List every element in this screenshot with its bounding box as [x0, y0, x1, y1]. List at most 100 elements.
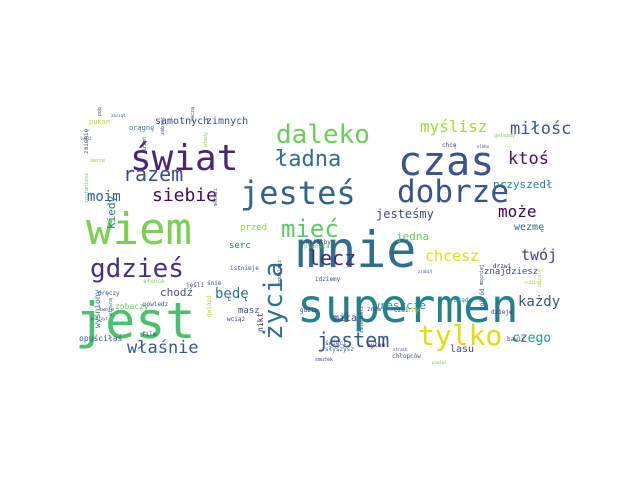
cloud-word: wiosną: [108, 297, 114, 316]
cloud-word: film: [142, 331, 157, 338]
cloud-word: jestem: [317, 328, 390, 352]
cloud-word: tylko: [418, 319, 503, 352]
cloud-word: zimnych: [206, 116, 249, 127]
cloud-word: oszalę: [537, 268, 543, 287]
cloud-word: zrobił: [418, 269, 433, 274]
cloud-word: twój: [521, 246, 558, 264]
cloud-word: chciałby: [302, 239, 331, 246]
cloud-word: przyszedł: [493, 178, 553, 191]
cloud-word: serce: [90, 158, 106, 164]
cloud-word: ktoś: [508, 149, 549, 169]
cloud-word: wreszcie: [373, 299, 426, 312]
cloud-word: samotnych: [155, 116, 210, 127]
cloud-word: świat: [130, 138, 239, 179]
cloud-word: idziemy: [315, 276, 341, 283]
cloud-word: gwiazd: [206, 295, 213, 317]
cloud-word: wiem: [86, 204, 192, 255]
cloud-word: zaczął: [111, 113, 126, 118]
cloud-word: chcesz: [425, 247, 480, 265]
cloud-word: będę: [215, 286, 249, 302]
cloud-word: mocniej: [479, 263, 485, 285]
cloud-word: dobrze: [397, 174, 509, 210]
cloud-word: więc: [407, 307, 422, 314]
cloud-word: miłości: [510, 119, 570, 139]
cloud-word: zmieniasz: [359, 305, 365, 333]
cloud-word: jest: [75, 292, 196, 350]
cloud-word: jesteś: [240, 174, 356, 212]
cloud-word: młodzi: [213, 187, 219, 206]
cloud-word: opuściłaś: [79, 334, 123, 343]
cloud-word: dzień: [142, 136, 148, 152]
cloud-word: twoje: [99, 307, 115, 313]
cloud-word: słońce: [143, 278, 165, 285]
cloud-word: orągnę: [129, 124, 155, 132]
cloud-word: jeśli: [186, 282, 205, 289]
cloud-word: pamięć: [432, 360, 447, 365]
cloud-word: razem: [123, 162, 184, 186]
cloud-word: pukan: [89, 118, 111, 126]
cloud-word: błąd: [454, 297, 469, 304]
cloud-word: czego: [512, 331, 552, 346]
cloud-word: zostaniesz: [84, 172, 90, 203]
cloud-word: planeta: [304, 243, 330, 250]
cloud-word: czas: [398, 139, 495, 185]
cloud-word: jesteśmy: [376, 207, 434, 221]
cloud-word: znajdziesz: [484, 267, 539, 277]
cloud-word: słyszysz: [325, 346, 354, 353]
cloud-word: podrzyt: [91, 316, 108, 321]
cloud-word: miła: [333, 313, 358, 324]
cloud-word: moim: [87, 189, 121, 205]
cloud-word: nikt: [256, 312, 265, 332]
cloud-word: oddalasz: [277, 259, 283, 284]
cloud-word: istnieje: [230, 265, 259, 272]
cloud-word: znów: [367, 306, 382, 313]
cloud-word: wezmę: [514, 222, 545, 233]
cloud-word: powiedz: [143, 301, 169, 308]
cloud-word: świeci: [325, 340, 347, 347]
cloud-word: lecz: [308, 246, 357, 270]
cloud-word: lasu: [450, 344, 475, 355]
cloud-word: śnie: [207, 280, 222, 287]
cloud-word: bawić: [507, 336, 526, 343]
cloud-word: gwiazdy: [494, 133, 516, 139]
cloud-word: smutek: [315, 357, 334, 363]
cloud-word: zobaczy: [115, 302, 149, 311]
cloud-word: może: [498, 202, 537, 221]
cloud-word: chcę: [442, 142, 457, 149]
cloud-word: zabrać: [160, 116, 166, 135]
cloud-word: pośród: [479, 288, 486, 310]
cloud-word: mnie: [296, 221, 417, 279]
cloud-word: mieć: [281, 215, 339, 243]
cloud-word: czai: [394, 307, 409, 314]
cloud-word: przed: [240, 223, 268, 233]
cloud-word: serc: [229, 241, 251, 251]
cloud-word: niebo: [477, 144, 490, 149]
cloud-word: chłopców: [392, 353, 421, 360]
cloud-word: byłem: [367, 342, 386, 349]
cloud-word: kiedy: [105, 195, 118, 229]
cloud-word: gdzieś: [90, 254, 184, 284]
cloud-word: ludzi: [80, 136, 93, 141]
cloud-word: właśnie: [127, 338, 199, 358]
cloud-word: masz: [238, 306, 260, 316]
cloud-word: daleko: [276, 120, 370, 150]
word-cloud: supermen mnie jest wiem czas świat jesteś dobrz…: [75, 107, 570, 372]
cloud-word: wciąż: [227, 316, 246, 323]
cloud-word: dzieje: [491, 309, 513, 316]
cloud-word: chodź: [160, 286, 194, 299]
cloud-word: drzwi: [493, 263, 512, 270]
cloud-word: gdzie: [300, 307, 319, 314]
cloud-word: strach: [393, 347, 408, 352]
cloud-word: jedna: [396, 230, 430, 243]
cloud-word: siebie: [152, 185, 218, 206]
cloud-word: ładna: [275, 147, 342, 172]
cloud-word: myślisz: [420, 117, 488, 136]
cloud-word: zacząć: [190, 107, 196, 122]
cloud-word: subisz: [524, 280, 543, 286]
cloud-word: supermen: [297, 279, 519, 333]
cloud-word: każdy: [518, 294, 561, 310]
cloud-word: dręczy: [98, 290, 120, 297]
cloud-word: poboje: [97, 107, 103, 116]
cloud-word: wtedy: [203, 131, 209, 147]
cloud-word: zmienię: [83, 128, 90, 154]
